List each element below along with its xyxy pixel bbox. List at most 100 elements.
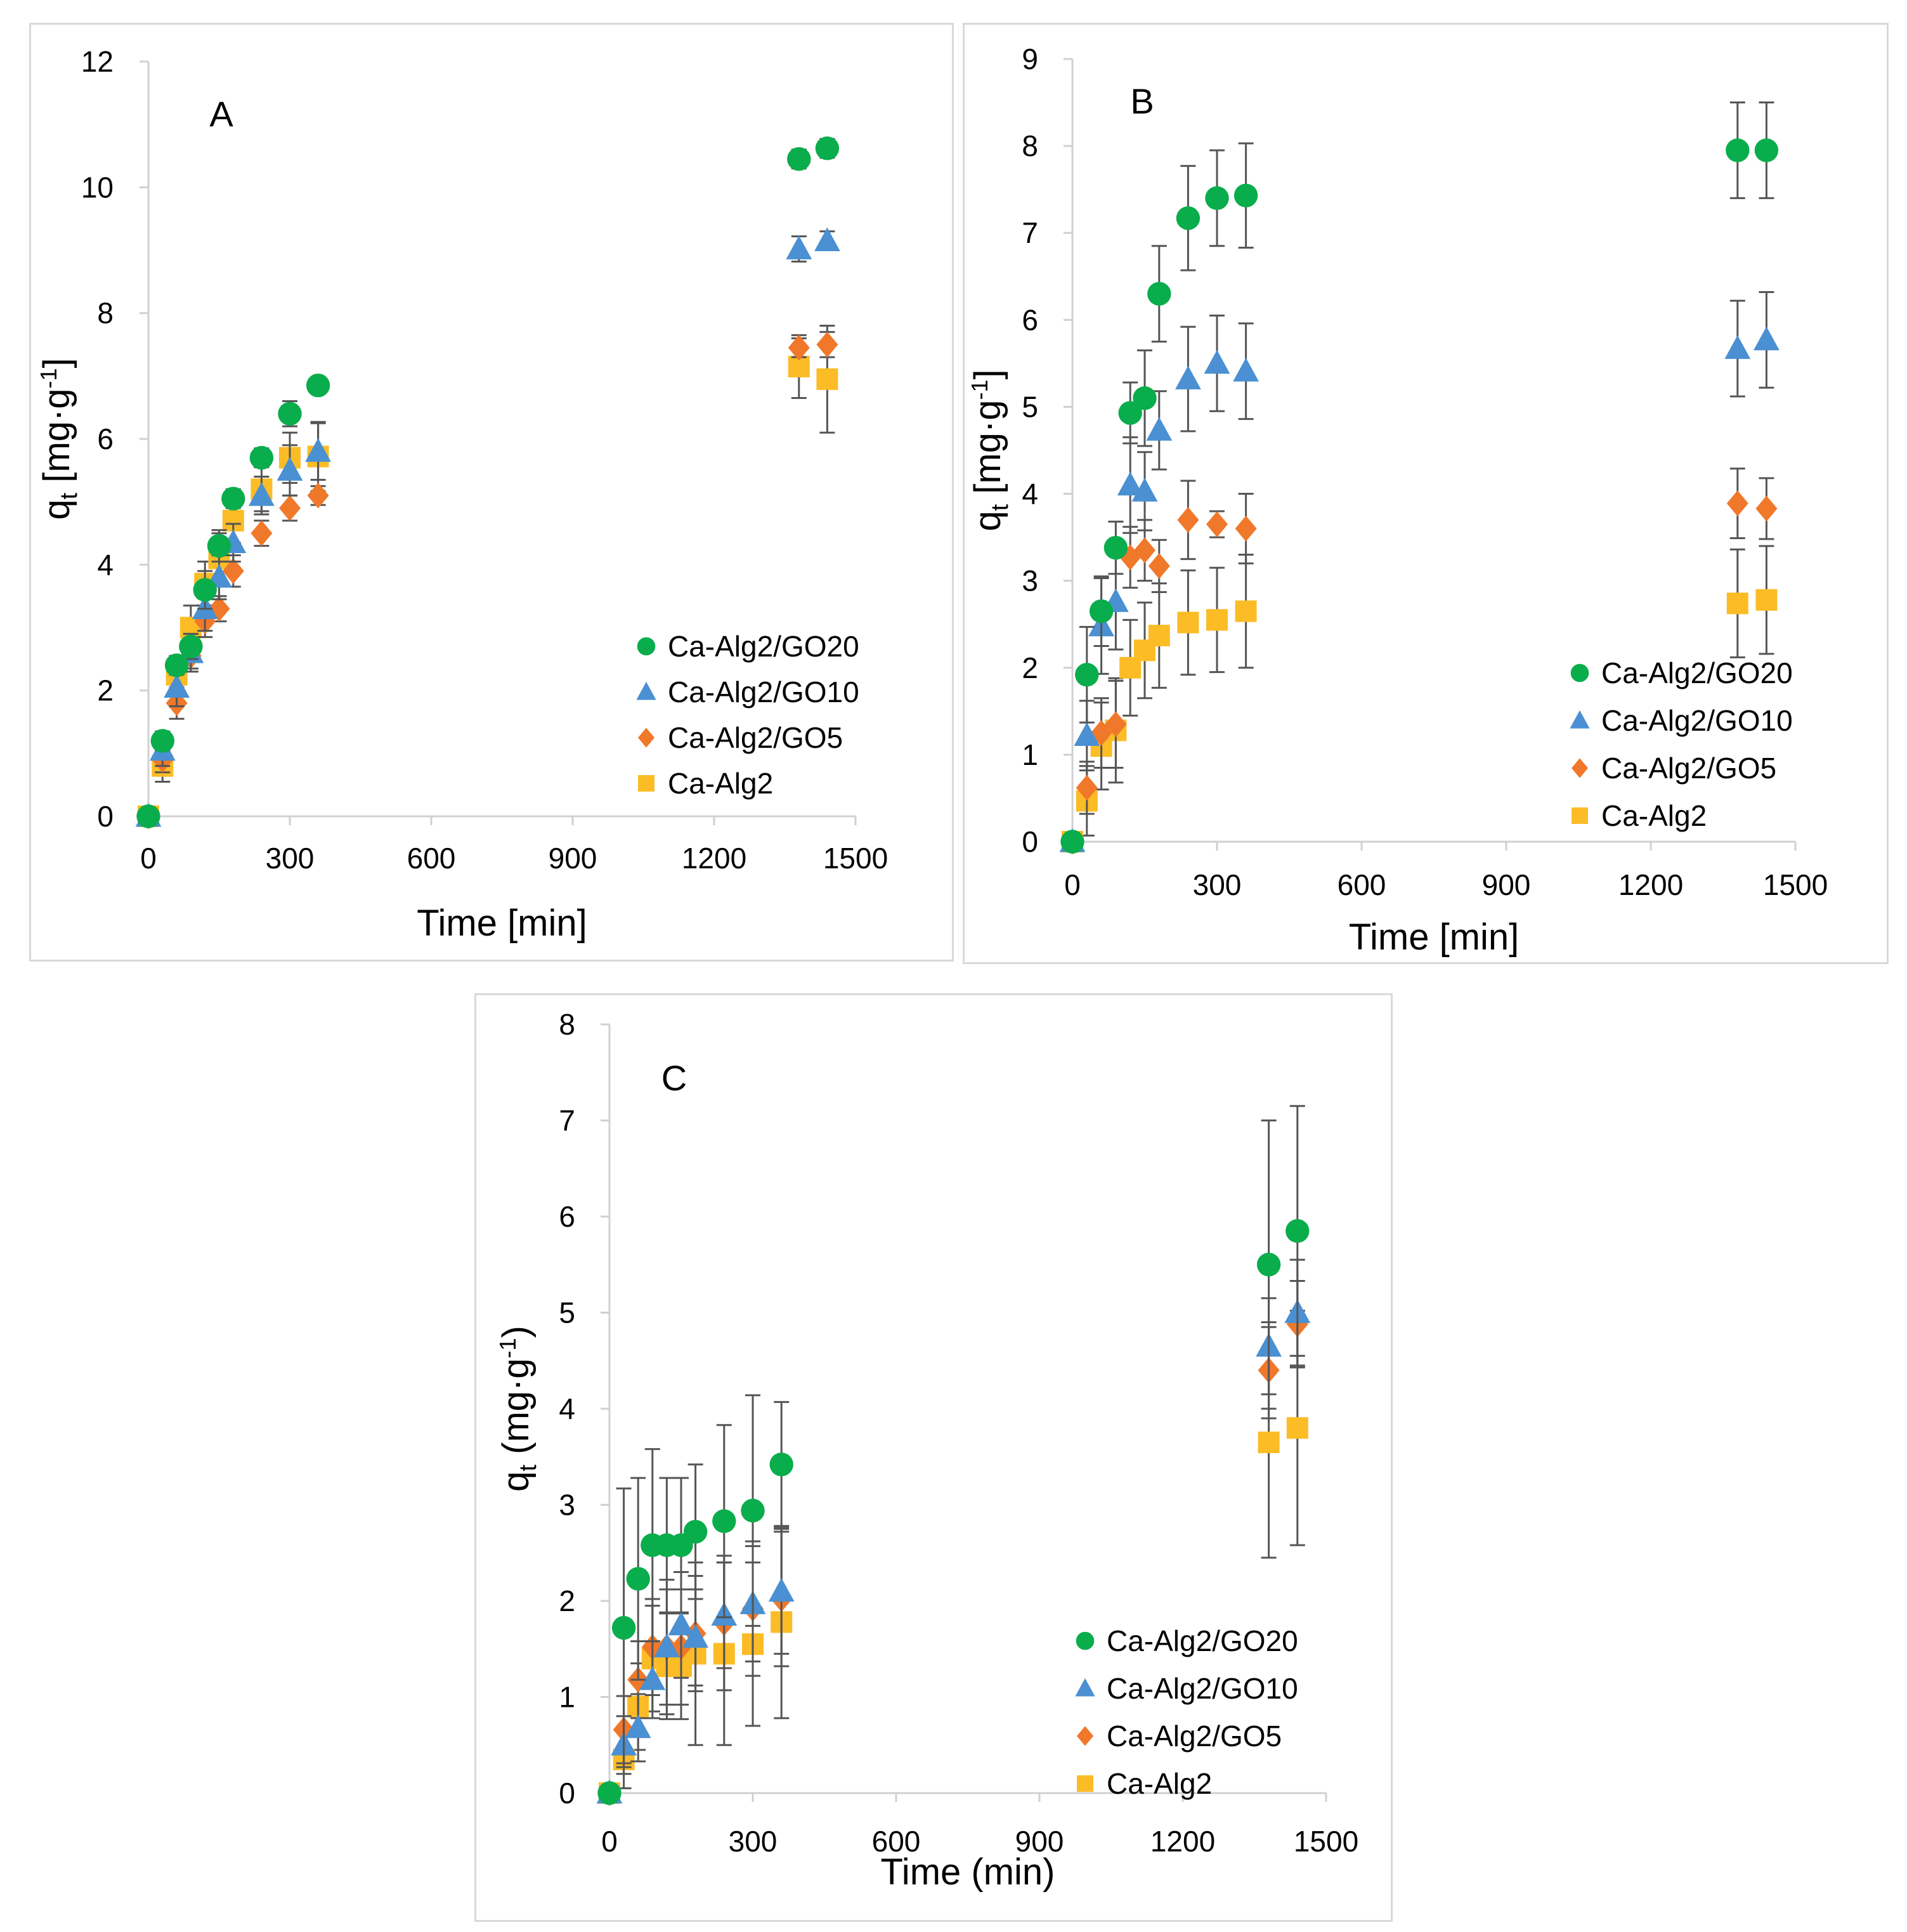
data-point — [769, 1452, 793, 1477]
x-tick-label: 600 — [407, 842, 456, 875]
y-tick-label: 5 — [559, 1296, 575, 1329]
data-point — [597, 1781, 622, 1805]
y-tick-label: 8 — [1022, 129, 1038, 162]
data-point — [611, 1615, 636, 1640]
data-point — [1285, 1219, 1310, 1243]
y-axis-title-main: q — [967, 511, 1008, 531]
x-tick-label: 0 — [140, 842, 157, 875]
series-ca-alg2-go20 — [136, 136, 840, 828]
y-tick-label: 1 — [559, 1681, 575, 1714]
y-axis-title-unit: [mg·g — [967, 400, 1008, 504]
y-axis-title-sup: -1 — [36, 368, 62, 388]
data-point — [683, 1520, 708, 1544]
legend-label: Ca-Alg2 — [1107, 1767, 1212, 1800]
data-point — [1724, 335, 1751, 359]
data-point — [1235, 516, 1257, 542]
y-tick-label: 7 — [1022, 216, 1038, 249]
x-tick-label: 1500 — [1763, 868, 1828, 901]
y-tick-label: 8 — [559, 1008, 575, 1041]
y-tick-label: 3 — [1022, 565, 1038, 597]
chart-b-svg: 0 1 2 3 4 5 6 7 8 9 0 300 600 900 1200 1500 Time [min] qt… — [967, 42, 1828, 958]
data-point — [305, 438, 331, 462]
y-axis-title-sup: -1 — [495, 1338, 521, 1358]
data-point — [221, 486, 245, 511]
y-axis-title: qt [mg·g-1] — [36, 358, 82, 519]
data-point — [193, 578, 217, 602]
data-point — [1089, 599, 1114, 623]
data-point — [1233, 358, 1259, 382]
data-point — [1118, 401, 1142, 425]
data-point — [1060, 830, 1084, 854]
series-ca-alg2-go20 — [1060, 101, 1779, 854]
y-tick-label: 7 — [559, 1104, 575, 1137]
y-tick-label: 4 — [1022, 478, 1038, 511]
y-axis-title-sub: t — [515, 1465, 542, 1472]
legend-marker — [638, 775, 654, 792]
y-tick-label: 0 — [1022, 825, 1038, 858]
data-point — [768, 1577, 795, 1602]
panel-letter: C — [661, 1058, 687, 1098]
legend-label: Ca-Alg2/GO10 — [1601, 704, 1793, 737]
data-point — [1147, 282, 1171, 306]
data-point — [1233, 183, 1258, 207]
data-point — [1076, 774, 1098, 801]
x-axis-title: Time [min] — [417, 903, 587, 944]
data-point — [1205, 186, 1229, 211]
x-tick-label: 1200 — [1150, 1825, 1215, 1858]
data-point — [815, 136, 840, 160]
chart-panel-a: 0 2 4 6 8 10 12 0 300 600 900 1200 1500 Time [min] qt … — [29, 23, 954, 962]
y-axis-title-close: ) — [495, 1326, 537, 1338]
y-axis-title-sup: -1 — [967, 379, 993, 400]
data-point — [1075, 663, 1099, 687]
panel-letter: B — [1130, 81, 1154, 121]
y-axis-title-main: q — [495, 1472, 537, 1492]
data-point — [249, 446, 274, 470]
data-point — [1206, 511, 1228, 537]
data-point — [625, 1714, 651, 1739]
data-point — [1103, 535, 1128, 560]
x-tick-label: 1200 — [1618, 868, 1683, 901]
legend-label: Ca-Alg2 — [1601, 799, 1707, 832]
y-tick-label: 0 — [97, 800, 114, 833]
legend-label: Ca-Alg2/GO20 — [668, 630, 859, 663]
x-tick-label: 300 — [266, 842, 315, 875]
y-tick-label: 0 — [559, 1777, 575, 1810]
x-tick-label: 1500 — [823, 842, 888, 875]
x-tick-label: 900 — [1015, 1825, 1064, 1858]
legend-marker — [1570, 710, 1590, 729]
data-point — [306, 374, 330, 398]
legend-label: Ca-Alg2/GO10 — [1107, 1672, 1298, 1705]
chart-c-svg: 0 1 2 3 4 5 6 7 8 0 300 600 900 1200 1500 Time (min) qt … — [495, 1008, 1358, 1893]
data-point — [816, 368, 838, 390]
data-point — [278, 401, 302, 426]
y-axis-title-main: q — [36, 499, 77, 519]
legend-marker — [1075, 1678, 1095, 1697]
y-tick-label: 12 — [81, 45, 114, 78]
legend-label: Ca-Alg2/GO10 — [668, 676, 859, 708]
data-point — [1133, 386, 1157, 410]
y-tick-label: 9 — [1022, 42, 1038, 75]
y-axis-title-close: ] — [967, 369, 1008, 379]
y-axis-title: qt (mg·g-1) — [495, 1326, 542, 1492]
y-axis-title-close: ] — [36, 358, 77, 368]
y-tick-label: 2 — [97, 674, 114, 707]
data-point — [1105, 711, 1127, 738]
legend-marker — [1076, 1631, 1095, 1650]
y-axis-title-sub: t — [56, 492, 82, 499]
legend-marker — [1077, 1775, 1093, 1792]
data-point — [279, 495, 301, 521]
panel-letter: A — [209, 94, 233, 134]
chart-panel-c: 0 1 2 3 4 5 6 7 8 0 300 600 900 1200 1500 Time (min) qt … — [474, 993, 1393, 1922]
data-point — [787, 147, 811, 171]
data-point — [1755, 495, 1778, 522]
data-point — [251, 520, 273, 547]
chart-a-svg: 0 2 4 6 8 10 12 0 300 600 900 1200 1500 Time [min] qt … — [36, 45, 888, 944]
data-point — [150, 729, 174, 753]
data-point — [277, 457, 303, 481]
data-point — [1117, 471, 1143, 496]
legend-label: Ca-Alg2/GO20 — [1107, 1624, 1298, 1657]
legend-marker — [638, 728, 654, 748]
series-ca-alg2-go20 — [597, 1105, 1310, 1805]
data-point — [1074, 722, 1100, 747]
y-tick-label: 2 — [559, 1584, 575, 1617]
